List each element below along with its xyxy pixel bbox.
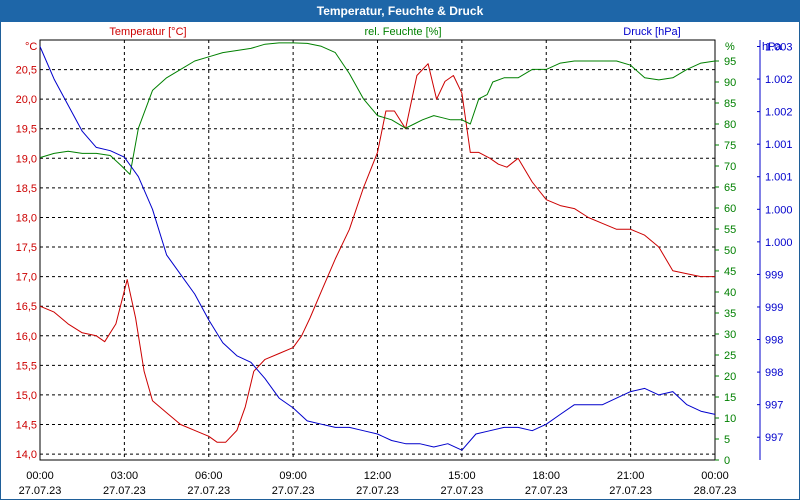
humidity-axis-label: rel. Feuchte [%]	[364, 26, 441, 38]
temperature-tick-label: 15,0	[16, 390, 37, 402]
temperature-tick-label: 19,0	[16, 153, 37, 165]
humidity-tick-label: 0	[724, 455, 730, 467]
x-tick-time: 00:00	[701, 470, 729, 482]
humidity-tick-label: 25	[724, 350, 736, 362]
temperature-tick-label: 16,0	[16, 331, 37, 343]
humidity-tick-label: 80	[724, 119, 736, 131]
pressure-tick-label: 1.002	[765, 107, 793, 119]
pressure-tick-label: 1.001	[765, 172, 793, 184]
humidity-tick-label: 30	[724, 329, 736, 341]
pressure-tick-label: 998	[765, 335, 783, 347]
temperature-tick-label: 19,5	[16, 124, 37, 136]
humidity-tick-label: 75	[724, 140, 736, 152]
pressure-unit: hPa	[762, 41, 782, 53]
x-tick-date: 28.07.23	[694, 485, 737, 497]
pressure-tick-label: 1.002	[765, 74, 793, 86]
temperature-unit: °C	[25, 41, 37, 53]
x-tick-time: 00:00	[26, 470, 54, 482]
humidity-tick-label: 20	[724, 371, 736, 383]
x-tick-date: 27.07.23	[525, 485, 568, 497]
pressure-tick-label: 1.000	[765, 204, 793, 216]
x-tick-time: 12:00	[364, 470, 392, 482]
x-tick-time: 09:00	[279, 470, 307, 482]
pressure-tick-label: 997	[765, 400, 783, 412]
pressure-tick-label: 1.003	[765, 42, 793, 54]
x-tick-date: 27.07.23	[272, 485, 315, 497]
humidity-tick-label: 90	[724, 77, 736, 89]
temperature-tick-label: 16,5	[16, 301, 37, 313]
series-lines	[39, 42, 716, 451]
temperature-axis-label: Temperatur [°C]	[109, 26, 186, 38]
x-tick-time: 21:00	[617, 470, 645, 482]
temperature-tick-label: 14,0	[16, 449, 37, 461]
pressure-tick-label: 997	[765, 432, 783, 444]
humidity-tick-label: 95	[724, 56, 736, 68]
pressure-tick-label: 999	[765, 269, 783, 281]
x-tick-time: 18:00	[532, 470, 560, 482]
humidity-tick-label: 55	[724, 224, 736, 236]
humidity-tick-label: 45	[724, 266, 736, 278]
series-pressure	[39, 46, 716, 451]
temperature-tick-label: 18,0	[16, 212, 37, 224]
humidity-tick-label: 10	[724, 413, 736, 425]
grid	[40, 40, 715, 460]
temperature-tick-label: 14,5	[16, 420, 37, 432]
humidity-tick-label: 15	[724, 392, 736, 404]
humidity-tick-label: 50	[724, 245, 736, 257]
series-humidity	[39, 42, 716, 175]
pressure-tick-label: 1.000	[765, 237, 793, 249]
humidity-tick-label: 60	[724, 203, 736, 215]
temperature-tick-label: 18,5	[16, 183, 37, 195]
x-tick-time: 06:00	[195, 470, 223, 482]
humidity-tick-label: 65	[724, 182, 736, 194]
x-tick-date: 27.07.23	[103, 485, 146, 497]
x-tick-time: 15:00	[448, 470, 476, 482]
temperature-tick-label: 15,5	[16, 360, 37, 372]
x-tick-date: 27.07.23	[19, 485, 62, 497]
x-tick-time: 03:00	[111, 470, 139, 482]
pressure-tick-label: 999	[765, 302, 783, 314]
humidity-tick-label: 70	[724, 161, 736, 173]
temperature-tick-label: 20,0	[16, 94, 37, 106]
pressure-tick-label: 1.001	[765, 139, 793, 151]
window-title: Temperatur, Feuchte & Druck	[0, 0, 800, 22]
humidity-tick-label: 35	[724, 308, 736, 320]
series-temperature	[39, 63, 715, 443]
x-tick-date: 27.07.23	[356, 485, 399, 497]
humidity-tick-label: 5	[724, 434, 730, 446]
humidity-unit: %	[725, 41, 735, 53]
x-tick-date: 27.07.23	[187, 485, 230, 497]
temperature-tick-label: 17,0	[16, 272, 37, 284]
x-tick-date: 27.07.23	[440, 485, 483, 497]
pressure-tick-label: 998	[765, 367, 783, 379]
humidity-tick-label: 40	[724, 287, 736, 299]
temperature-tick-label: 17,5	[16, 242, 37, 254]
x-tick-date: 27.07.23	[609, 485, 652, 497]
axes: 20,5 20,0 19,5 19,0 18,5 18,0 17,5 17,0 16,5 16,0…	[16, 40, 793, 497]
temperature-tick-label: 20,5	[16, 65, 37, 77]
pressure-axis-label: Druck [hPa]	[623, 26, 680, 38]
humidity-tick-label: 85	[724, 98, 736, 110]
